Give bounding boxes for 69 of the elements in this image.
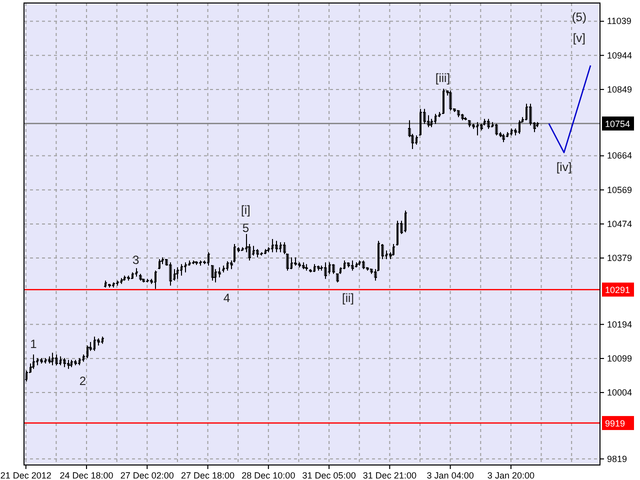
candlestick — [169, 262, 172, 286]
annotation: [iii] — [435, 71, 450, 85]
x-tick-label: 28 Dec 10:00 — [242, 470, 296, 480]
candlestick — [74, 359, 78, 366]
candlestick — [298, 262, 302, 268]
candlestick — [457, 110, 460, 118]
annotation: [i] — [241, 203, 250, 217]
x-tick-label: 3 Jan 20:00 — [487, 470, 534, 480]
ref-line-label: 10291 — [605, 285, 630, 296]
candlestick — [316, 265, 320, 272]
x-tick-label: 31 Dec 21:00 — [362, 470, 416, 480]
candlestick — [304, 264, 308, 272]
candlestick — [487, 118, 490, 130]
y-tick-label: 11039 — [607, 16, 632, 26]
candlestick — [495, 123, 498, 136]
annotation: (5) — [572, 10, 586, 24]
candlestick — [126, 275, 130, 282]
annotation: 5 — [242, 221, 250, 235]
ref-line-label: 10754 — [605, 119, 630, 130]
annotation: [v] — [572, 31, 586, 45]
x-tick-label: 21 Dec 2012 — [0, 470, 52, 480]
x-tick-label: 27 Dec 02:00 — [120, 470, 174, 480]
y-tick-label: 10474 — [607, 218, 632, 229]
candlestick — [66, 359, 70, 370]
candlestick — [139, 273, 142, 282]
candlestick — [211, 265, 214, 282]
candlestick — [461, 113, 464, 121]
candlestick — [275, 240, 278, 253]
annotation: [iv] — [556, 160, 572, 174]
candlestick — [40, 358, 44, 364]
y-tick-label: 10099 — [607, 353, 632, 364]
candlestick — [48, 356, 52, 364]
annotation: 4 — [223, 291, 230, 305]
y-tick-label: 10569 — [607, 184, 632, 195]
annotation: 1 — [30, 337, 38, 351]
candlestick — [294, 256, 298, 266]
annotation: [ii] — [342, 291, 354, 305]
candlestick — [108, 283, 112, 288]
candlestick — [464, 116, 468, 121]
y-tick-label: 10194 — [607, 319, 632, 330]
y-tick-label: 10379 — [607, 252, 632, 263]
candlestick — [449, 90, 452, 112]
candlestick — [55, 354, 58, 366]
annotation: 2 — [79, 374, 86, 388]
x-tick-label: 27 Dec 18:00 — [181, 470, 235, 480]
x-tick-label: 24 Dec 18:00 — [60, 470, 114, 480]
candlestick — [302, 262, 305, 270]
y-tick-label: 10849 — [607, 84, 632, 94]
candlestick — [324, 262, 327, 280]
candlestick — [194, 260, 198, 266]
candlestick — [468, 120, 471, 128]
y-tick-label: 10664 — [607, 150, 632, 161]
x-tick-label: 3 Jan 04:00 — [426, 470, 474, 480]
y-tick-label: 10004 — [607, 387, 632, 398]
candlestick — [142, 278, 146, 283]
candlestick — [146, 278, 150, 283]
y-tick-label: 10944 — [607, 50, 632, 60]
candlestick — [502, 133, 505, 143]
x-tick-label: 31 Dec 05:00 — [302, 470, 356, 480]
y-tick-label: 9819 — [607, 454, 628, 464]
candlestick — [347, 262, 350, 268]
annotation: 3 — [132, 253, 140, 267]
candlestick — [332, 264, 335, 274]
candlestick — [256, 248, 259, 258]
candlestick — [362, 260, 365, 270]
candlestick — [63, 358, 66, 368]
candlestick — [351, 260, 354, 272]
candlestick — [370, 268, 374, 274]
ref-line-label: 9919 — [605, 418, 626, 429]
